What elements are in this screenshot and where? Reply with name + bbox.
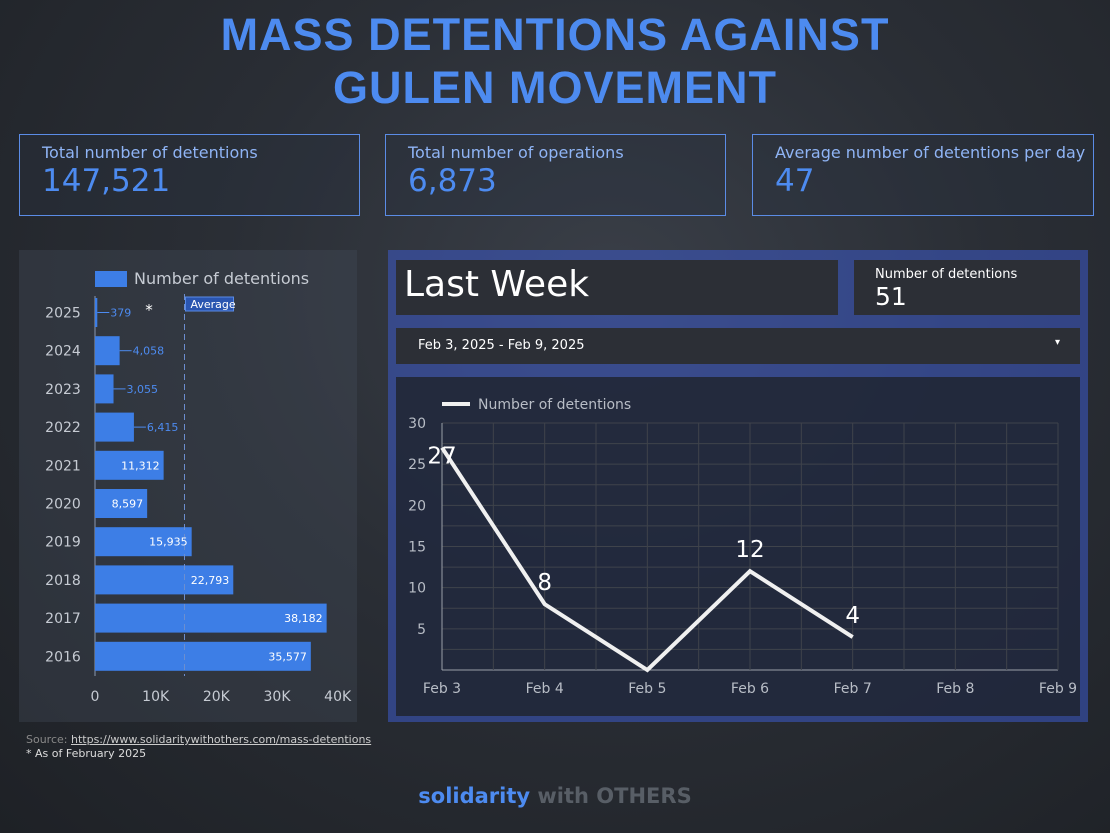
bar-category-label: 2017: [45, 611, 81, 627]
kpi-label: Total number of detentions: [42, 143, 258, 162]
kpi-label: Total number of operations: [408, 143, 624, 162]
source-link[interactable]: https://www.solidaritywithothers.com/mas…: [70, 733, 372, 746]
x-tick-label: 10K: [142, 689, 170, 705]
bar: [95, 298, 98, 327]
bar-category-label: 2025: [45, 306, 81, 322]
bar: [95, 527, 192, 557]
last-week-panel: Last Week Number of detentions 51 Feb 3,…: [388, 250, 1088, 722]
point-value-label: 8: [537, 570, 552, 596]
scorecard-value: 51: [875, 282, 907, 311]
date-range-text: Feb 3, 2025 - Feb 9, 2025: [418, 338, 585, 353]
bar-category-label: 2024: [45, 344, 81, 360]
x-tick-label: Feb 6: [731, 681, 769, 697]
bar-value-label: 379: [110, 307, 131, 320]
kpi-value: 147,521: [42, 163, 171, 199]
x-tick-label: 20K: [203, 689, 231, 705]
bar-value-label: 4,058: [133, 345, 165, 358]
source-note: Source: https://www.solidaritywithothers…: [26, 733, 371, 746]
bar-value-label: 15,935: [149, 536, 188, 549]
point-value-label: 4: [845, 603, 860, 629]
bar: [95, 336, 120, 366]
bar: [95, 603, 327, 633]
bar-category-label: 2023: [45, 382, 81, 398]
daily-line-chart: Number of detentions 5 10 15 20 25 30 Feb 3 Feb …: [408, 397, 1077, 697]
kpi-total-detentions: Total number of detentions 147,521: [19, 134, 360, 216]
average-label-box: [184, 296, 234, 312]
x-tick-label: Feb 7: [834, 681, 872, 697]
y-tick-label: 10: [408, 581, 426, 597]
x-tick-label: 30K: [264, 689, 292, 705]
x-tick-label: Feb 5: [628, 681, 666, 697]
kpi-value: 47: [775, 163, 815, 199]
y-tick-label: 15: [408, 540, 426, 556]
bar-category-label: 2016: [45, 649, 81, 665]
y-tick-label: 5: [417, 622, 426, 638]
kpi-value: 6,873: [408, 163, 497, 199]
legend-label: Number of detentions: [134, 269, 309, 288]
y-tick-label: 20: [408, 498, 426, 514]
x-tick-label: Feb 9: [1039, 681, 1077, 697]
title-line-1: MASS DETENTIONS AGAINST: [220, 9, 890, 60]
page-title: MASS DETENTIONS AGAINST GULEN MOVEMENT: [0, 8, 1110, 114]
last-week-title: Last Week: [404, 264, 590, 305]
bar: [95, 374, 114, 404]
bar: [95, 489, 148, 518]
bar-value-label: 3,055: [127, 383, 158, 396]
bar-value-label: 38,182: [284, 612, 323, 625]
yearly-bar-chart: Number of detentions 2025 2024 2023 2022 2021…: [45, 269, 352, 705]
yearly-bar-chart-panel: Number of detentions 2025 2024 2023 2022 2021…: [19, 250, 357, 722]
source-label: Source:: [26, 733, 71, 746]
daily-line-chart-panel: Number of detentions 5 10 15 20 25 30 Feb 3 Feb …: [396, 377, 1080, 716]
brand-part-1: solidarity: [418, 784, 531, 808]
title-line-2: GULEN MOVEMENT: [332, 62, 777, 113]
bar-value-label: 8,597: [112, 498, 144, 511]
series-line: [440, 446, 854, 673]
brand-logo: solidarity with OTHERS: [0, 784, 1110, 808]
annotation-asterisk: *: [145, 301, 153, 319]
bar-value-label: 22,793: [191, 574, 230, 587]
x-tick-label: 0: [91, 689, 100, 705]
bar-value-label: 11,312: [121, 459, 160, 472]
bar-category-label: 2021: [45, 458, 81, 474]
x-tick-label: Feb 4: [526, 681, 564, 697]
bar-category-label: 2022: [45, 420, 81, 436]
x-tick-label: Feb 3: [423, 681, 461, 697]
y-tick-label: 25: [408, 457, 426, 473]
average-label: Average: [190, 298, 235, 311]
bar: [95, 565, 234, 595]
point-value-label: 12: [735, 537, 764, 563]
bar: [95, 641, 311, 671]
bar-value-label: 35,577: [268, 650, 307, 663]
bar-category-label: 2019: [45, 535, 81, 551]
bar: [95, 450, 164, 480]
last-week-detentions-scorecard: Number of detentions 51: [854, 260, 1080, 315]
x-tick-label: Feb 8: [936, 681, 974, 697]
caret-down-icon[interactable]: ▾: [1054, 337, 1060, 348]
last-week-header: Last Week: [396, 260, 838, 315]
bar-category-label: 2020: [45, 497, 81, 513]
scorecard-label: Number of detentions: [875, 267, 1018, 282]
bar-category-label: 2018: [45, 573, 81, 589]
bar-value-label: 6,415: [147, 421, 179, 434]
legend-label: Number of detentions: [478, 397, 631, 413]
kpi-label: Average number of detentions per day: [775, 143, 1086, 162]
brand-part-2: with OTHERS: [530, 784, 692, 808]
legend-swatch: [95, 271, 127, 287]
x-tick-label: 40K: [324, 689, 352, 705]
kpi-average-per-day: Average number of detentions per day 47: [752, 134, 1094, 216]
footnote: * As of February 2025: [26, 747, 147, 760]
point-value-label: 27: [427, 444, 456, 470]
bar: [95, 412, 134, 442]
y-tick-label: 30: [408, 416, 426, 432]
kpi-total-operations: Total number of operations 6,873: [385, 134, 726, 216]
date-range-selector[interactable]: Feb 3, 2025 - Feb 9, 2025 ▾: [396, 328, 1080, 364]
